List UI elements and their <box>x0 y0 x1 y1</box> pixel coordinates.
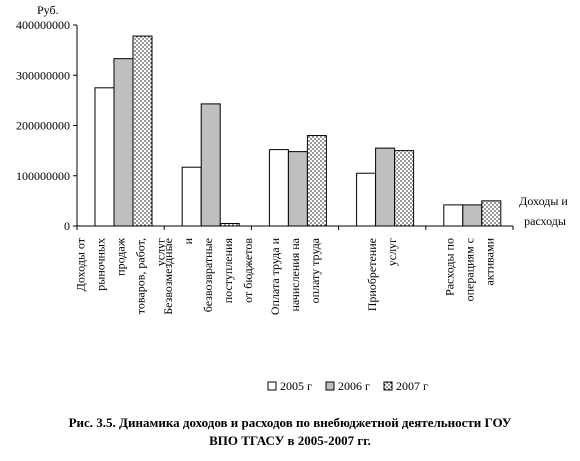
figure-caption: Рис. 3.5. Динамика доходов и расходов по… <box>10 414 570 450</box>
bar-2005-г <box>356 172 377 227</box>
x-axis-title: Доходы и расходы <box>519 194 571 228</box>
legend: 2005 г 2006 г 2007 г <box>267 379 428 393</box>
category-label: рыночных <box>94 238 108 291</box>
chart: Руб. Доходы и расходы 0 100000000 20000000… <box>16 3 571 393</box>
caption-line-2: ВПО ТГАСУ в 2005-2007 гг. <box>209 433 371 448</box>
category-label: товаров, работ, <box>134 238 148 314</box>
category-labels: Доходы от рыночных продаж товаров, работ, ус… <box>74 237 497 315</box>
category-label: и <box>181 237 195 244</box>
category-label: активами <box>482 237 496 285</box>
category-label: Безвозмездные <box>161 238 175 315</box>
y-tick-label: 300000000 <box>16 68 70 82</box>
category-label: безвозвратные <box>201 238 215 312</box>
bar-2006-г <box>287 151 308 227</box>
y-tick-label: 100000000 <box>16 169 70 183</box>
x-axis-title-line2: расходы <box>524 214 566 228</box>
category-label: поступления <box>221 238 235 304</box>
bar-2007-г <box>219 222 240 227</box>
y-tick-label: 400000000 <box>16 18 70 32</box>
bar-2006-г <box>462 204 483 227</box>
bar-2007-г <box>306 135 327 227</box>
bar-2005-г <box>268 149 289 227</box>
bar-2006-г <box>200 103 221 227</box>
category-label: оплату труда <box>308 237 322 303</box>
category-label: Расходы по <box>442 238 456 296</box>
y-axis-title: Руб. <box>37 3 59 17</box>
category-label: от бюджетов <box>241 238 255 303</box>
x-axis-title-line1: Доходы и <box>519 194 568 208</box>
bar-2007-г <box>481 200 502 227</box>
legend-swatch <box>325 381 335 391</box>
legend-swatch <box>267 381 277 391</box>
category-label: Оплата труда и <box>268 237 282 315</box>
bar-2006-г <box>375 147 396 227</box>
legend-label: 2007 г <box>396 379 428 393</box>
bar-2006-г <box>113 58 134 227</box>
legend-label: 2006 г <box>338 379 370 393</box>
bar-2005-г <box>181 166 202 227</box>
y-tick-label: 0 <box>64 219 70 233</box>
category-label: начисления на <box>288 237 302 311</box>
axes: 0 100000000 200000000 300000000 400000000 <box>16 18 514 233</box>
legend-swatch <box>383 381 393 391</box>
legend-label: 2005 г <box>280 379 312 393</box>
caption-line-1: Рис. 3.5. Динамика доходов и расходов по… <box>68 415 512 430</box>
y-tick-label: 200000000 <box>16 119 70 133</box>
category-label: Доходы от <box>74 237 88 291</box>
category-label: услуг <box>385 238 399 266</box>
bar-2007-г <box>394 150 415 227</box>
category-label: услуг <box>154 238 168 266</box>
category-label: Приобретение <box>365 238 379 311</box>
bars <box>94 35 502 227</box>
category-label: операциям с <box>462 238 476 301</box>
bar-2005-г <box>94 87 115 227</box>
category-label: продаж <box>114 237 128 276</box>
bar-2005-г <box>443 204 464 227</box>
bar-2007-г <box>132 35 153 227</box>
